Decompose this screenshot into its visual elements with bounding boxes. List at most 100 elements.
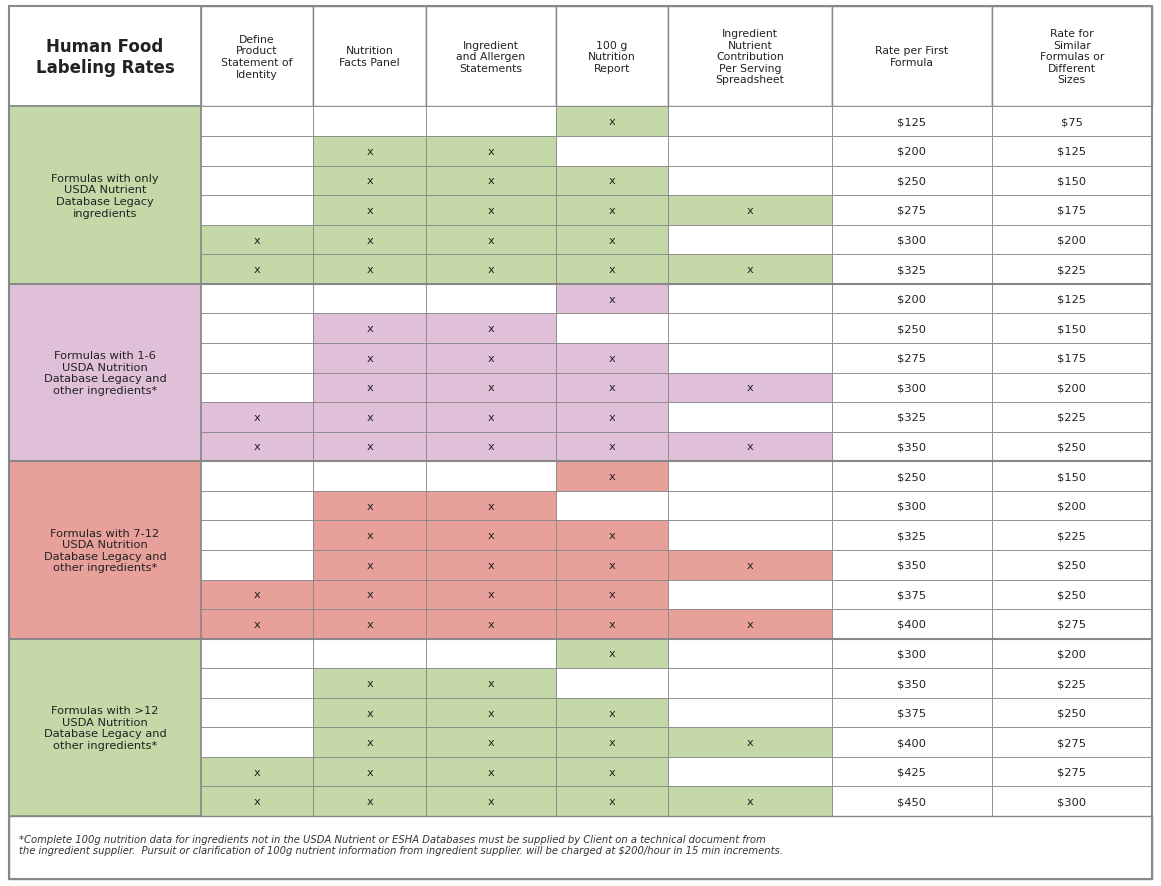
Text: x: x bbox=[367, 413, 373, 423]
Bar bbox=[9, 462, 201, 639]
Text: Ingredient
Nutrient
Contribution
Per Serving
Spreadsheet: Ingredient Nutrient Contribution Per Ser… bbox=[715, 29, 785, 85]
Bar bbox=[832, 491, 991, 521]
Text: $275: $275 bbox=[1058, 767, 1087, 777]
Bar bbox=[669, 136, 832, 167]
Text: $250: $250 bbox=[1058, 708, 1087, 718]
Text: $350: $350 bbox=[897, 442, 926, 452]
Text: *Complete 100g nutrition data for ingredients not in the USDA Nutrient or ESHA D: *Complete 100g nutrition data for ingred… bbox=[19, 834, 783, 855]
Bar bbox=[669, 167, 832, 196]
Bar bbox=[201, 225, 313, 255]
Bar bbox=[426, 639, 556, 668]
Bar bbox=[313, 668, 426, 698]
Bar bbox=[991, 196, 1152, 225]
Bar bbox=[201, 373, 313, 402]
Bar bbox=[991, 668, 1152, 698]
Bar bbox=[201, 639, 313, 668]
Bar bbox=[426, 314, 556, 344]
Bar bbox=[201, 698, 313, 727]
Bar bbox=[832, 196, 991, 225]
Text: Nutrition
Facts Panel: Nutrition Facts Panel bbox=[339, 46, 401, 68]
Text: $325: $325 bbox=[897, 531, 926, 540]
Bar bbox=[201, 668, 313, 698]
Text: $225: $225 bbox=[1058, 679, 1087, 688]
Bar bbox=[556, 314, 669, 344]
Text: Formulas with 1-6
USDA Nutrition
Database Legacy and
other ingredients*: Formulas with 1-6 USDA Nutrition Databas… bbox=[44, 351, 166, 395]
Text: x: x bbox=[608, 797, 615, 806]
Bar bbox=[201, 344, 313, 373]
Bar bbox=[313, 314, 426, 344]
Bar bbox=[991, 432, 1152, 462]
Text: $125: $125 bbox=[1058, 147, 1087, 157]
Text: x: x bbox=[367, 206, 373, 215]
Text: x: x bbox=[747, 619, 753, 629]
Text: x: x bbox=[253, 236, 260, 245]
Text: x: x bbox=[608, 531, 615, 540]
Text: x: x bbox=[488, 737, 495, 747]
Text: $400: $400 bbox=[897, 737, 926, 747]
Bar bbox=[991, 462, 1152, 491]
Bar bbox=[669, 344, 832, 373]
Bar bbox=[426, 462, 556, 491]
Bar bbox=[426, 196, 556, 225]
Bar bbox=[201, 402, 313, 432]
Bar bbox=[556, 787, 669, 816]
Bar bbox=[832, 610, 991, 639]
Text: x: x bbox=[488, 442, 495, 452]
Bar bbox=[832, 727, 991, 757]
Bar bbox=[556, 284, 669, 314]
Bar bbox=[991, 698, 1152, 727]
Text: x: x bbox=[488, 147, 495, 157]
Text: x: x bbox=[608, 767, 615, 777]
Bar bbox=[832, 344, 991, 373]
Bar bbox=[832, 521, 991, 550]
Text: $200: $200 bbox=[1058, 501, 1087, 511]
Text: x: x bbox=[608, 176, 615, 186]
Text: x: x bbox=[608, 236, 615, 245]
Bar bbox=[313, 698, 426, 727]
Bar bbox=[313, 167, 426, 196]
Bar bbox=[669, 727, 832, 757]
Bar bbox=[669, 698, 832, 727]
Text: $375: $375 bbox=[897, 708, 926, 718]
Text: x: x bbox=[253, 413, 260, 423]
Bar bbox=[669, 639, 832, 668]
Bar bbox=[832, 225, 991, 255]
Bar bbox=[313, 284, 426, 314]
Bar bbox=[556, 668, 669, 698]
Bar bbox=[556, 225, 669, 255]
Text: $250: $250 bbox=[1058, 590, 1087, 600]
Bar bbox=[556, 432, 669, 462]
Bar bbox=[426, 491, 556, 521]
Bar bbox=[669, 284, 832, 314]
Text: x: x bbox=[367, 265, 373, 275]
Bar bbox=[991, 284, 1152, 314]
Bar bbox=[313, 550, 426, 579]
Text: $225: $225 bbox=[1058, 413, 1087, 423]
Text: x: x bbox=[488, 619, 495, 629]
Bar bbox=[832, 462, 991, 491]
Bar bbox=[669, 491, 832, 521]
Bar bbox=[426, 727, 556, 757]
Bar bbox=[201, 196, 313, 225]
Bar bbox=[556, 579, 669, 610]
Text: $175: $175 bbox=[1058, 354, 1087, 363]
Text: $250: $250 bbox=[897, 324, 926, 334]
Bar bbox=[669, 196, 832, 225]
Bar bbox=[313, 225, 426, 255]
Text: $125: $125 bbox=[897, 117, 926, 127]
Text: x: x bbox=[367, 236, 373, 245]
Bar bbox=[832, 7, 991, 107]
Bar bbox=[201, 314, 313, 344]
Text: x: x bbox=[608, 117, 615, 127]
Text: $175: $175 bbox=[1058, 206, 1087, 215]
Bar bbox=[991, 167, 1152, 196]
Bar bbox=[313, 579, 426, 610]
Text: $225: $225 bbox=[1058, 531, 1087, 540]
Text: $200: $200 bbox=[897, 147, 926, 157]
Bar bbox=[832, 167, 991, 196]
Bar bbox=[991, 639, 1152, 668]
Bar bbox=[669, 432, 832, 462]
Text: $150: $150 bbox=[1058, 471, 1087, 481]
Bar bbox=[832, 314, 991, 344]
Bar bbox=[832, 136, 991, 167]
